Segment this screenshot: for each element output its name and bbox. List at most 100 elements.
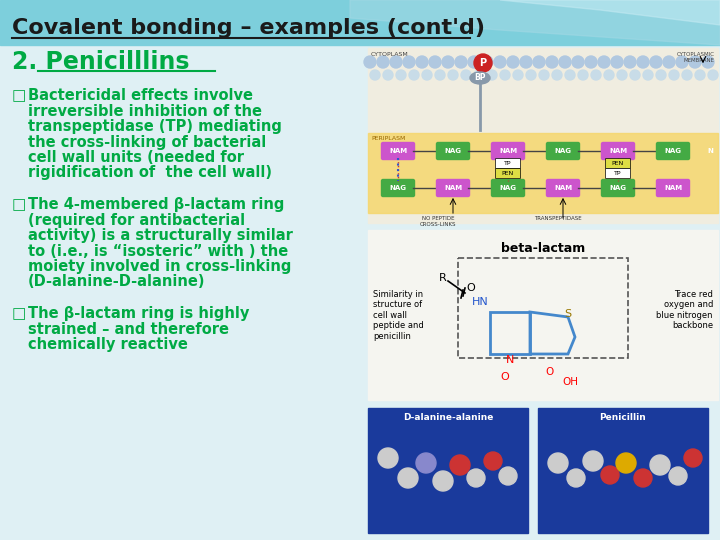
Text: P: P (480, 58, 487, 68)
Text: NAM: NAM (664, 185, 682, 191)
Circle shape (467, 469, 485, 487)
Text: NAM: NAM (554, 185, 572, 191)
Text: OH: OH (562, 377, 578, 387)
Bar (368, 230, 718, 400)
Circle shape (702, 56, 714, 68)
Bar (368, 133, 718, 213)
Text: D-alanine-alanine: D-alanine-alanine (402, 414, 493, 422)
Circle shape (684, 449, 702, 467)
Text: (required for antibacterial: (required for antibacterial (28, 213, 245, 227)
FancyBboxPatch shape (436, 179, 469, 197)
Text: NAG: NAG (444, 148, 462, 154)
Circle shape (435, 70, 445, 80)
Circle shape (682, 70, 692, 80)
Circle shape (689, 56, 701, 68)
Text: O: O (546, 367, 554, 377)
Text: TP: TP (504, 161, 512, 166)
Text: 2. Penicilllins: 2. Penicilllins (12, 50, 189, 74)
Text: PEN: PEN (612, 161, 624, 166)
FancyBboxPatch shape (606, 159, 631, 168)
Circle shape (663, 56, 675, 68)
Text: NO PEPTIDE
CROSS-LINKS: NO PEPTIDE CROSS-LINKS (420, 216, 456, 227)
Circle shape (416, 453, 436, 473)
Circle shape (616, 453, 636, 473)
Text: PEN: PEN (502, 171, 514, 176)
Bar (538, 408, 708, 533)
Text: Bactericidal effects involve: Bactericidal effects involve (28, 88, 253, 103)
Circle shape (565, 70, 575, 80)
FancyBboxPatch shape (546, 143, 580, 159)
Circle shape (370, 70, 380, 80)
Text: □: □ (12, 88, 27, 103)
FancyBboxPatch shape (657, 143, 690, 159)
Circle shape (591, 70, 601, 80)
Circle shape (484, 452, 502, 470)
Circle shape (383, 70, 393, 80)
Bar (458, 258, 628, 358)
Text: The 4-membered β-lactam ring: The 4-membered β-lactam ring (28, 197, 284, 212)
Circle shape (567, 469, 585, 487)
Circle shape (650, 455, 670, 475)
FancyBboxPatch shape (657, 179, 690, 197)
Bar (0, 0, 720, 45)
Text: strained – and therefore: strained – and therefore (28, 321, 229, 336)
Circle shape (409, 70, 419, 80)
Circle shape (539, 70, 549, 80)
Text: The β-lactam ring is highly: The β-lactam ring is highly (28, 306, 249, 321)
Circle shape (520, 56, 532, 68)
FancyBboxPatch shape (492, 179, 524, 197)
Circle shape (494, 56, 506, 68)
FancyBboxPatch shape (495, 168, 521, 179)
Circle shape (552, 70, 562, 80)
FancyBboxPatch shape (382, 143, 415, 159)
Bar (368, 408, 528, 533)
Circle shape (624, 56, 636, 68)
Circle shape (433, 471, 453, 491)
Circle shape (695, 70, 705, 80)
FancyBboxPatch shape (382, 179, 415, 197)
Ellipse shape (470, 72, 490, 84)
Circle shape (396, 70, 406, 80)
Circle shape (377, 56, 389, 68)
Circle shape (650, 56, 662, 68)
Polygon shape (500, 0, 720, 25)
Text: activity) is a structurally similar: activity) is a structurally similar (28, 228, 293, 243)
Circle shape (500, 70, 510, 80)
Text: □: □ (12, 197, 27, 212)
Circle shape (450, 455, 470, 475)
Circle shape (546, 56, 558, 68)
Text: the cross-linking of bacterial: the cross-linking of bacterial (28, 134, 266, 150)
Circle shape (656, 70, 666, 80)
Circle shape (398, 468, 418, 488)
Bar (490, 312, 530, 354)
Circle shape (634, 469, 652, 487)
Text: NAG: NAG (390, 185, 407, 191)
Circle shape (708, 70, 718, 80)
Text: NAG: NAG (610, 185, 626, 191)
Circle shape (559, 56, 571, 68)
Polygon shape (350, 0, 720, 45)
Text: (D-alanine-D-alanine): (D-alanine-D-alanine) (28, 274, 205, 289)
Circle shape (422, 70, 432, 80)
Text: O: O (500, 372, 509, 382)
Circle shape (474, 70, 484, 80)
Circle shape (611, 56, 623, 68)
Text: N: N (506, 355, 514, 365)
Circle shape (499, 467, 517, 485)
Text: rigidification of  the cell wall): rigidification of the cell wall) (28, 165, 272, 180)
Circle shape (548, 453, 568, 473)
Text: NAG: NAG (554, 148, 572, 154)
Text: N: N (707, 148, 713, 154)
Text: beta-lactam: beta-lactam (501, 241, 585, 254)
Circle shape (578, 70, 588, 80)
Text: BP: BP (474, 73, 486, 83)
Circle shape (676, 56, 688, 68)
Circle shape (455, 56, 467, 68)
Circle shape (583, 451, 603, 471)
Circle shape (526, 70, 536, 80)
Circle shape (448, 70, 458, 80)
Text: chemically reactive: chemically reactive (28, 337, 188, 352)
Text: cell wall units (needed for: cell wall units (needed for (28, 150, 244, 165)
Circle shape (474, 54, 492, 72)
Text: □: □ (12, 306, 27, 321)
